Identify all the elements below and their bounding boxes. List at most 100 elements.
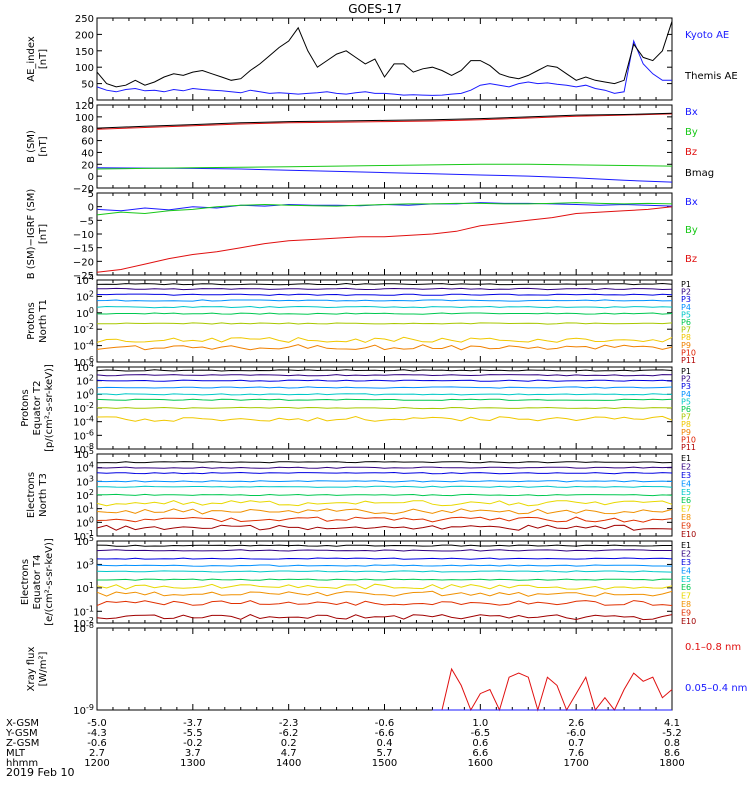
ephemeris-row-label: Y-GSM [5, 728, 38, 739]
channel-line-e10 [96, 614, 673, 621]
ephemeris-row-label: Z-GSM [6, 738, 39, 749]
tick-exponent: 1 [89, 581, 94, 590]
series-line-bz [96, 206, 673, 273]
ephemeris-value: 7.6 [568, 748, 584, 759]
ephemeris-value: 0.6 [472, 738, 488, 749]
tick-base: 10 [73, 342, 86, 353]
x-tick-label: 1700 [563, 758, 588, 769]
channel-label: P11 [681, 356, 696, 365]
tick-base: 10 [73, 325, 86, 336]
ephemeris-value: 0.7 [568, 738, 584, 749]
tick-base: 10 [76, 491, 89, 502]
y-tick-label: 100 [76, 387, 94, 401]
channel-label: P2 [681, 375, 691, 384]
channel-label: E7 [681, 592, 691, 601]
channel-label: E4 [681, 566, 691, 575]
channel-line-e9 [96, 600, 673, 607]
tick-base: 10 [76, 505, 89, 516]
tick-exponent: 3 [89, 557, 94, 566]
ephemeris-value: -5.2 [662, 728, 682, 739]
channel-line-e9 [96, 516, 673, 523]
y-axis-label: [e/(cm²-s-sr-keV)] [44, 538, 55, 626]
tick-base: 10 [76, 377, 89, 388]
channel-label: E6 [681, 496, 691, 505]
series-line-by [96, 202, 673, 216]
channel-label: P8 [681, 420, 691, 429]
y-tick-label: 10-6 [73, 355, 94, 369]
y-tick-label: 10-2 [73, 322, 94, 336]
panel-8: 0.1–0.8 nm 0.05–0.4 nm [96, 627, 747, 712]
series-line-themis-ae [96, 21, 673, 88]
tick-base: 10 [76, 390, 89, 401]
channel-label: E2 [681, 549, 691, 558]
channel-line-e7 [96, 500, 673, 507]
tick-exponent: -8 [86, 621, 94, 630]
tick-exponent: -6 [86, 428, 94, 437]
panel-frame [96, 540, 673, 624]
tick-base: 10 [73, 706, 86, 717]
tick-exponent: 5 [89, 534, 94, 543]
legend-label: Bmag [685, 168, 714, 179]
y-tick-label: 60 [81, 137, 94, 148]
channel-line-e2 [96, 549, 672, 552]
channel-label: P5 [681, 310, 691, 319]
channel-line-p4 [96, 386, 673, 389]
legend-label: Bz [685, 147, 697, 158]
ephemeris-value: -5.5 [183, 728, 203, 739]
series-line-bmag [96, 112, 673, 129]
channel-line-p3 [96, 293, 673, 296]
ephemeris-value: -0.6 [375, 718, 395, 729]
channel-label: E9 [681, 522, 691, 531]
channel-label: E8 [681, 600, 691, 609]
y-tick-label: 105 [76, 447, 94, 461]
channel-line-e5 [96, 570, 673, 573]
channel-line-p8 [96, 336, 673, 343]
series-line-0-1-0-8-nm [432, 667, 673, 712]
channel-label: E10 [681, 617, 696, 626]
y-tick-label: 100 [76, 515, 94, 529]
channel-line-e4 [96, 480, 673, 483]
y-tick-label: 40 [81, 148, 94, 159]
series-line-by [96, 163, 673, 170]
y-axis-label: Electrons [20, 559, 31, 605]
channel-line-p9 [96, 344, 673, 351]
y-axis-label: Equator T2 [32, 381, 43, 436]
channel-line-e7 [96, 583, 673, 590]
y-tick-label: 10-9 [73, 703, 94, 717]
tick-base: 10 [73, 607, 86, 618]
tick-base: 10 [76, 584, 89, 595]
tick-base: 10 [76, 560, 89, 571]
series-line-bz [96, 113, 673, 130]
channel-line-e6 [96, 493, 673, 497]
y-tick-label: 104 [76, 461, 94, 475]
y-tick-label: 10-8 [73, 621, 94, 635]
legend-label: Kyoto AE [685, 30, 729, 41]
ephemeris-value: 0.4 [377, 738, 393, 749]
y-tick-label: 20 [81, 160, 94, 171]
y-tick-label: 104 [76, 360, 94, 374]
y-axis-label: Protons [20, 389, 31, 426]
channel-label: P9 [681, 341, 691, 350]
channel-label: E3 [681, 471, 691, 480]
channel-label: P3 [681, 295, 691, 304]
channel-label: P7 [681, 413, 691, 422]
y-tick-label: −10 [73, 230, 94, 241]
y-tick-label: 100 [76, 306, 94, 320]
x-tick-label: 1200 [84, 758, 109, 769]
tick-base: 10 [76, 276, 89, 287]
y-tick-label: 0 [88, 96, 94, 107]
y-tick-label: 103 [76, 557, 94, 571]
channel-line-e10 [96, 524, 673, 531]
tick-exponent: -6 [86, 355, 94, 364]
ephemeris-value: 0.8 [664, 738, 680, 749]
ephemeris-row-label: hhmm [6, 758, 38, 769]
ephemeris-value: 8.6 [664, 748, 680, 759]
legend-label: 0.05–0.4 nm [685, 683, 747, 694]
channel-line-p2 [96, 374, 673, 377]
y-tick-label: 102 [76, 374, 94, 388]
channel-label: P5 [681, 397, 691, 406]
x-tick-label: 1500 [372, 758, 397, 769]
